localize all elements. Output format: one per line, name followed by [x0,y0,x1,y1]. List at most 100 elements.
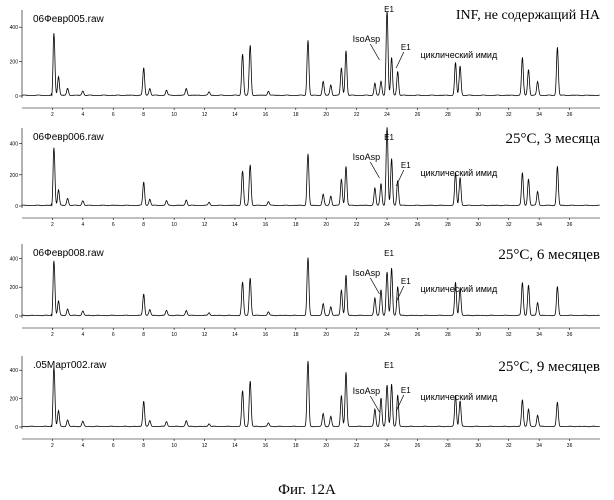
x-tick-label: 22 [354,443,360,449]
x-tick-label: 18 [293,112,299,118]
panel-file-label: .05Март002.raw [33,360,107,371]
x-tick-label: 16 [263,332,269,338]
y-tick-label: 200 [10,173,19,179]
annotation-isoasp: IsoAsp [353,152,381,162]
x-tick-label: 8 [142,443,145,449]
y-tick-label: 0 [15,425,18,431]
x-tick-label: 22 [354,222,360,228]
x-tick-label: 8 [142,112,145,118]
figure-caption: Фиг. 12А [278,482,336,498]
annotation-arrow [370,162,379,178]
x-tick-label: 4 [81,443,84,449]
x-tick-label: 30 [476,112,482,118]
annotation-e1-second: E1 [401,161,411,170]
x-tick-label: 26 [415,112,421,118]
x-tick-label: 32 [506,443,512,449]
annotation-arrow [396,170,404,186]
x-tick-label: 12 [202,112,208,118]
x-tick-label: 4 [81,332,84,338]
x-tick-label: 14 [232,222,238,228]
x-tick-label: 12 [202,222,208,228]
panel-condition-label: 25°C, 9 месяцев [498,359,600,375]
x-tick-label: 10 [171,443,177,449]
x-tick-label: 32 [506,332,512,338]
y-tick-label: 200 [10,60,19,66]
x-tick-label: 32 [506,112,512,118]
y-tick-label: 400 [10,368,19,374]
annotation-isoasp: IsoAsp [353,34,381,44]
x-tick-label: 26 [415,443,421,449]
x-tick-label: 24 [384,332,390,338]
x-tick-label: 22 [354,332,360,338]
y-tick-label: 200 [10,285,19,291]
annotation-e1-second: E1 [401,43,411,52]
y-tick-label: 400 [10,142,19,148]
y-tick-label: 0 [15,314,18,320]
annotation-e1: E1 [384,5,394,14]
x-tick-label: 36 [567,332,573,338]
x-tick-label: 34 [536,332,542,338]
x-tick-label: 6 [112,332,115,338]
x-tick-label: 28 [445,332,451,338]
chromatogram-panels: 4002000246810121416182022242628303234360… [10,5,601,449]
x-tick-label: 30 [476,222,482,228]
x-tick-label: 26 [415,332,421,338]
x-tick-label: 24 [384,443,390,449]
x-tick-label: 20 [323,332,329,338]
annotation-cyclic-imide: циклический имид [421,50,498,60]
x-tick-label: 8 [142,332,145,338]
annotation-arrow [396,52,404,68]
x-tick-label: 6 [112,443,115,449]
annotation-e1-second: E1 [401,277,411,286]
panel-file-label: 06Февр005.raw [33,14,105,25]
x-tick-label: 22 [354,112,360,118]
x-tick-label: 14 [232,443,238,449]
x-tick-label: 16 [263,443,269,449]
x-tick-label: 18 [293,332,299,338]
x-tick-label: 16 [263,222,269,228]
x-tick-label: 18 [293,222,299,228]
chromatogram-trace [22,11,600,96]
x-tick-label: 34 [536,443,542,449]
y-tick-label: 200 [10,397,19,403]
annotation-isoasp: IsoAsp [353,268,381,278]
panel-file-label: 06Февр008.raw [33,248,105,259]
chromatogram-trace [22,258,600,317]
chromatogram-panel-3: 4002000246810121416182022242628303234360… [10,244,600,338]
x-tick-label: 2 [51,112,54,118]
x-tick-label: 2 [51,443,54,449]
chromatogram-panel-1: 4002000246810121416182022242628303234360… [10,5,601,118]
x-tick-label: 18 [293,443,299,449]
x-tick-label: 36 [567,222,573,228]
x-tick-label: 2 [51,222,54,228]
x-tick-label: 20 [323,222,329,228]
x-tick-label: 10 [171,332,177,338]
x-tick-label: 30 [476,332,482,338]
x-tick-label: 34 [536,112,542,118]
x-tick-label: 30 [476,443,482,449]
x-tick-label: 10 [171,112,177,118]
y-tick-label: 400 [10,256,19,262]
y-tick-label: 0 [15,94,18,100]
x-tick-label: 24 [384,112,390,118]
panel-file-label: 06Февр006.raw [33,132,105,143]
x-tick-label: 2 [51,332,54,338]
panel-condition-label: 25°C, 3 месяца [505,131,600,147]
x-tick-label: 4 [81,112,84,118]
x-tick-label: 36 [567,112,573,118]
annotation-isoasp: IsoAsp [353,386,381,396]
x-tick-label: 10 [171,222,177,228]
x-tick-label: 16 [263,112,269,118]
chromatogram-panel-4: 400200024681012141618202224262830323436.… [10,356,600,449]
x-tick-label: 28 [445,222,451,228]
x-tick-label: 6 [112,112,115,118]
x-tick-label: 14 [232,332,238,338]
x-tick-label: 28 [445,112,451,118]
annotation-cyclic-imide: циклический имид [421,168,498,178]
x-tick-label: 12 [202,443,208,449]
panel-condition-label: 25°C, 6 месяцев [498,247,600,263]
annotation-e1: E1 [384,249,394,258]
x-tick-label: 20 [323,443,329,449]
x-tick-label: 12 [202,332,208,338]
